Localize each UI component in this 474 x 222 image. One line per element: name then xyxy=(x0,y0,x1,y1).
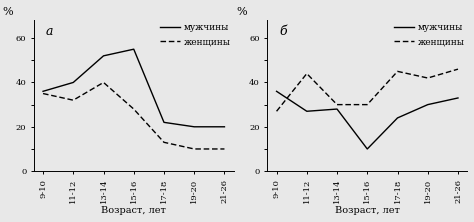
Text: а: а xyxy=(46,25,54,38)
Legend: мужчины, женщины: мужчины, женщины xyxy=(160,22,232,47)
Text: %: % xyxy=(3,7,13,17)
X-axis label: Возраст, лет: Возраст, лет xyxy=(101,206,166,215)
Legend: мужчины, женщины: мужчины, женщины xyxy=(393,22,465,47)
Text: б: б xyxy=(280,25,287,38)
X-axis label: Возраст, лет: Возраст, лет xyxy=(335,206,400,215)
Text: %: % xyxy=(236,7,247,17)
